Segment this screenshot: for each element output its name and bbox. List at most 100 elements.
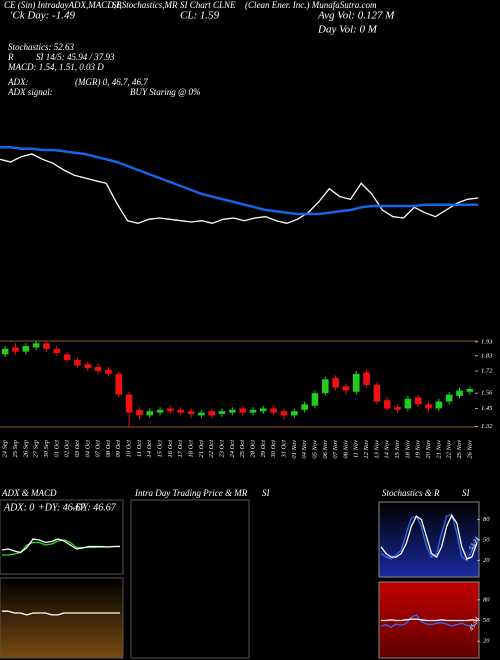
candle-body xyxy=(74,359,81,366)
adx-signal: ADX signal: xyxy=(7,87,53,97)
panel xyxy=(378,501,480,578)
candle-body xyxy=(311,393,319,406)
y-tick-label: 1.83 xyxy=(481,352,493,359)
candle-body xyxy=(84,364,92,369)
x-tick-label: 23 Oct xyxy=(218,440,225,458)
y-tick-label: 1.72 xyxy=(481,368,493,375)
panel-title: Stochastics & R xyxy=(382,488,440,498)
x-tick-label: 11 Nov xyxy=(353,440,360,458)
x-tick-label: 21 Oct xyxy=(198,440,205,458)
header-line: SI,Stochastics,MR xyxy=(112,0,178,10)
x-tick-label: 25 Sep xyxy=(12,439,19,457)
x-tick-label: 26 Nov xyxy=(466,440,473,459)
annotation: +DY: 46.67 xyxy=(38,502,86,513)
x-tick-label: 08 Nov xyxy=(342,440,349,459)
candle-body xyxy=(466,389,474,392)
panel-title: Intra Day Trading Price & MR xyxy=(134,488,248,498)
candle-body xyxy=(249,409,257,413)
candle-body xyxy=(53,348,61,354)
x-tick-label: 19 Nov xyxy=(415,440,422,459)
x-tick-label: 24 Oct xyxy=(229,440,236,458)
y-tick-label: 20 xyxy=(483,638,490,645)
x-tick-label: 04 Nov xyxy=(301,440,308,459)
x-tick-label: 07 Nov xyxy=(332,440,339,459)
x-tick-label: 20 Nov xyxy=(425,440,432,459)
day-vol: Day Vol: 0 M xyxy=(317,24,378,36)
candle-body xyxy=(394,407,401,410)
candle-body xyxy=(332,377,339,388)
candle-body xyxy=(12,347,19,352)
candle-body xyxy=(1,348,9,355)
y-tick-label: 1.45 xyxy=(481,405,493,412)
x-tick-label: 05 Nov xyxy=(311,440,318,459)
x-tick-label: 10 Oct xyxy=(126,440,133,458)
header-line: (Clean Ener. Inc.) MunafaSutra.com xyxy=(245,0,377,10)
avg-vol: Avg Vol: 0.127 M xyxy=(317,10,395,22)
candle-body xyxy=(94,366,102,372)
y-tick-label: 80 xyxy=(483,596,490,603)
candle-body xyxy=(435,401,443,409)
x-tick-label: 07 Oct xyxy=(95,440,102,458)
panel-title: ADX & MACD xyxy=(1,488,57,498)
x-tick-label: 26 Sep xyxy=(22,439,29,457)
candle-body xyxy=(125,394,133,413)
candle-body xyxy=(456,390,463,396)
series-line xyxy=(0,153,479,224)
candle-body xyxy=(352,373,360,392)
y-tick-label: 50 xyxy=(483,536,490,543)
candle-body xyxy=(63,354,71,360)
candle-body xyxy=(218,411,226,414)
x-tick-label: 22 Nov xyxy=(446,440,453,459)
y-tick-label: 1.32 xyxy=(481,423,493,430)
series-line xyxy=(380,614,478,629)
candle-body xyxy=(229,409,236,413)
candle-body xyxy=(115,373,123,395)
x-tick-label: 08 Oct xyxy=(105,440,112,458)
x-tick-label: 27 Sep xyxy=(33,439,40,457)
panel-subtitle: SI xyxy=(462,488,471,498)
candle-body xyxy=(239,408,246,413)
candle-body xyxy=(187,411,195,414)
candle-body xyxy=(198,412,205,416)
x-tick-label: 18 Nov xyxy=(404,440,411,459)
candle-body xyxy=(321,379,329,394)
x-tick-label: 01 Nov xyxy=(291,440,298,459)
candle-body xyxy=(22,346,30,352)
header-line: CE (Sin) IntradayADX,MACD,B xyxy=(4,0,122,10)
candle-body xyxy=(373,384,381,402)
candle-body xyxy=(136,409,143,416)
candle-body xyxy=(342,386,350,391)
candle-body xyxy=(270,408,277,413)
candle-body xyxy=(156,409,164,413)
y-tick-label: 20 xyxy=(483,557,490,564)
x-tick-label: 14 Oct xyxy=(146,440,153,458)
x-tick-label: 03 Oct xyxy=(74,440,81,458)
panel xyxy=(130,499,250,659)
x-tick-label: 30 Oct xyxy=(270,440,277,459)
candle-body xyxy=(404,398,412,409)
series-line xyxy=(380,514,478,560)
series-line xyxy=(2,610,120,616)
candle-body xyxy=(414,397,422,405)
x-tick-label: 12 Nov xyxy=(363,440,370,459)
candle-body xyxy=(105,369,112,374)
x-tick-label: 21 Nov xyxy=(435,440,442,459)
y-tick-label: 50 xyxy=(483,617,490,624)
x-tick-label: 02 Oct xyxy=(64,440,71,458)
x-tick-label: 31 Oct xyxy=(280,440,287,459)
candle-body xyxy=(32,343,40,348)
candle-body xyxy=(177,409,185,413)
y-tick-label: 1.93 xyxy=(481,338,493,345)
x-tick-label: 22 Oct xyxy=(208,440,215,458)
candle-body xyxy=(208,411,215,416)
series-line xyxy=(0,146,478,216)
candle-body xyxy=(383,400,391,409)
x-tick-label: 09 Oct xyxy=(115,440,122,458)
candle-body xyxy=(301,404,308,410)
x-tick-label: 06 Nov xyxy=(322,440,329,459)
candle-body xyxy=(290,411,298,416)
day-change: 'Ck Day: -1.49 xyxy=(10,10,75,22)
candle-body xyxy=(363,372,370,385)
x-tick-label: 01 Oct xyxy=(53,440,60,458)
x-tick-label: 15 Oct xyxy=(157,440,164,458)
